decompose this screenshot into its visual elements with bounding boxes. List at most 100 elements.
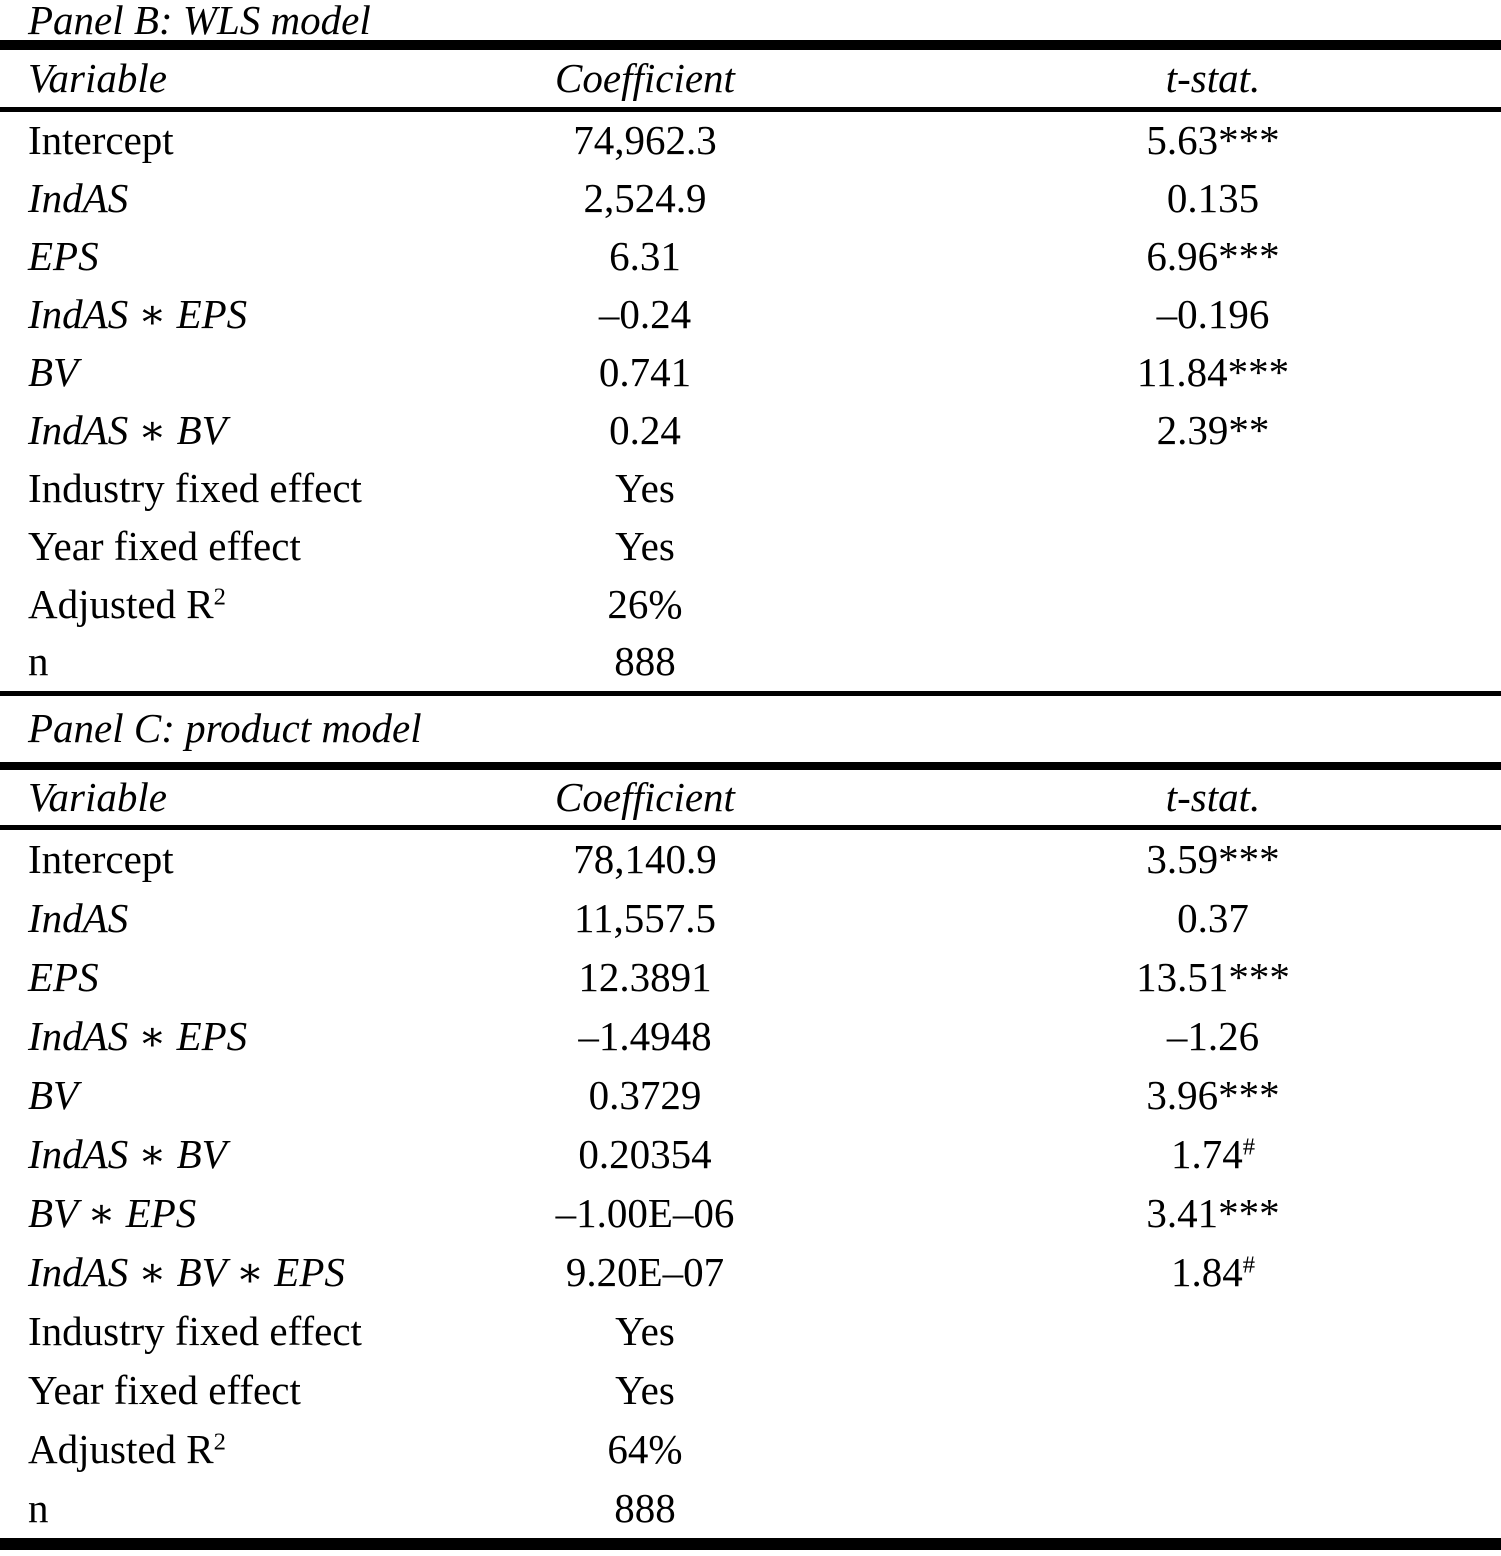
tstat-value: 6.96***: [1146, 233, 1280, 280]
variable-label: IndAS: [28, 175, 129, 222]
variable-label: BV ∗ EPS: [28, 1189, 197, 1236]
tstat-cell: 5.63***: [850, 120, 1501, 161]
tstat-value: 1.74: [1170, 1130, 1243, 1177]
panel-b-header-row: Variable Coefficient t-stat.: [0, 50, 1501, 107]
panel-c-label: Panel C: product model: [28, 705, 422, 752]
tstat-value: 11.84***: [1136, 349, 1290, 395]
column-header-variable: Variable: [28, 773, 167, 820]
table-row: Industry fixed effect Yes: [0, 1302, 1501, 1361]
variable-cell: EPS: [0, 236, 440, 277]
coefficient-cell: –0.24: [598, 291, 692, 338]
panel-b-section: Panel B: WLS model Variable Coefficient …: [0, 0, 1501, 691]
variable-cell: EPS: [0, 953, 440, 1000]
table-row: IndAS ∗ EPS –0.24 –0.196: [0, 286, 1501, 344]
tstat-cell: –0.196: [850, 294, 1501, 335]
variable-cell: Industry fixed effect: [0, 1310, 440, 1352]
variable-cell: Year fixed effect: [0, 525, 440, 567]
horizontal-rule: [0, 690, 1501, 696]
table-row: n 888: [0, 1479, 1501, 1538]
coefficient-cell: 888: [614, 1484, 676, 1531]
variable-label: EPS: [28, 233, 99, 280]
variable-label: Intercept: [28, 835, 174, 882]
table-row: Adjusted R2 64%: [0, 1420, 1501, 1479]
variable-label: Adjusted R: [28, 580, 214, 627]
variable-label: IndAS ∗ BV: [28, 1130, 227, 1177]
coefficient-cell: 6.31: [609, 233, 681, 280]
table-row: Year fixed effect Yes: [0, 1361, 1501, 1420]
variable-label: EPS: [28, 953, 99, 1000]
tstat-cell: 3.41***: [850, 1192, 1501, 1234]
table-row: Intercept 74,962.3 5.63***: [0, 112, 1501, 170]
table-row: Industry fixed effect Yes: [0, 459, 1501, 517]
variable-cell: Adjusted R2: [0, 580, 440, 627]
panel-b-label: Panel B: WLS model: [28, 0, 371, 43]
table-row: IndAS ∗ EPS –1.4948 –1.26: [0, 1007, 1501, 1066]
coefficient-cell: 26%: [607, 580, 683, 627]
variable-cell: BV: [0, 1074, 440, 1116]
coefficient-cell: 0.741: [598, 349, 692, 395]
column-header-variable: Variable: [28, 55, 167, 101]
variable-label: Adjusted R: [28, 1425, 214, 1472]
variable-label: IndAS ∗ BV: [28, 406, 227, 453]
coefficient-cell: 0.3729: [588, 1071, 702, 1118]
table-row: IndAS 11,557.5 0.37: [0, 889, 1501, 948]
table-row: EPS 6.31 6.96***: [0, 228, 1501, 286]
coefficient-cell: Yes: [615, 464, 675, 511]
table-row: BV 0.3729 3.96***: [0, 1066, 1501, 1125]
table-row: BV 0.741 11.84***: [0, 344, 1501, 402]
table-row: IndAS ∗ BV 0.20354 1.74#: [0, 1125, 1501, 1184]
variable-label: IndAS: [28, 894, 129, 941]
variable-label: BV: [28, 349, 79, 395]
coefficient-cell: 74,962.3: [573, 117, 717, 164]
tstat-cell: 3.59***: [850, 838, 1501, 880]
column-header-coefficient: Coefficient: [555, 55, 735, 101]
variable-label: Industry fixed effect: [28, 464, 362, 511]
tstat-value: –1.26: [1166, 1012, 1260, 1059]
coefficient-cell: –1.4948: [578, 1012, 712, 1059]
tstat-value: 13.51***: [1136, 953, 1290, 1000]
tstat-cell: 11.84***: [850, 352, 1501, 393]
variable-label: n: [28, 1484, 49, 1531]
variable-cell: Industry fixed effect: [0, 464, 440, 511]
table-row: EPS 12.3891 13.51***: [0, 948, 1501, 1007]
horizontal-rule: [0, 824, 1501, 830]
variable-label: IndAS ∗ EPS: [28, 1012, 248, 1059]
column-header-tstat: t-stat.: [1165, 773, 1261, 820]
coefficient-cell: Yes: [615, 522, 675, 569]
variable-cell: Intercept: [0, 835, 440, 882]
tstat-cell: –1.26: [850, 1012, 1501, 1059]
variable-cell: IndAS ∗ EPS: [0, 1012, 440, 1059]
variable-label: IndAS ∗ EPS: [28, 291, 248, 338]
coefficient-cell: 78,140.9: [573, 835, 717, 882]
variable-cell: BV ∗ EPS: [0, 1189, 440, 1236]
tstat-value: 5.63***: [1146, 117, 1280, 164]
coefficient-cell: 12.3891: [578, 953, 712, 1000]
table-row: Year fixed effect Yes: [0, 517, 1501, 575]
panel-c-section: Panel C: product model Variable Coeffici…: [0, 696, 1501, 1538]
variable-cell: IndAS ∗ EPS: [0, 294, 440, 335]
coefficient-cell: 888: [614, 638, 676, 685]
variable-label: IndAS ∗ BV ∗ EPS: [28, 1248, 345, 1295]
tstat-cell: 0.37: [850, 897, 1501, 939]
column-header-tstat: t-stat.: [1165, 55, 1261, 101]
column-header-coefficient: Coefficient: [555, 773, 735, 820]
variable-cell: Adjusted R2: [0, 1425, 440, 1472]
variable-cell: IndAS: [0, 178, 440, 219]
variable-cell: n: [0, 1484, 440, 1531]
tstat-cell: 3.96***: [850, 1074, 1501, 1116]
tstat-cell: 0.135: [850, 178, 1501, 219]
coefficient-cell: Yes: [615, 1307, 675, 1354]
table-row: IndAS 2,524.9 0.135: [0, 170, 1501, 228]
coefficient-cell: 11,557.5: [574, 894, 716, 941]
horizontal-rule: [0, 107, 1501, 112]
panel-b-rows: Intercept 74,962.3 5.63*** IndAS 2,524.9…: [0, 112, 1501, 691]
variable-cell: IndAS ∗ BV: [0, 1130, 440, 1177]
table-row: n 888: [0, 633, 1501, 691]
table-bottom-rule: [0, 1537, 1501, 1550]
coefficient-cell: 64%: [607, 1425, 683, 1472]
variable-cell: Year fixed effect: [0, 1369, 440, 1411]
tstat-cell: 6.96***: [850, 236, 1501, 277]
tstat-cell: 13.51***: [850, 953, 1501, 1000]
coefficient-cell: –1.00E–06: [555, 1189, 735, 1236]
tstat-superscript: #: [1242, 1251, 1256, 1279]
